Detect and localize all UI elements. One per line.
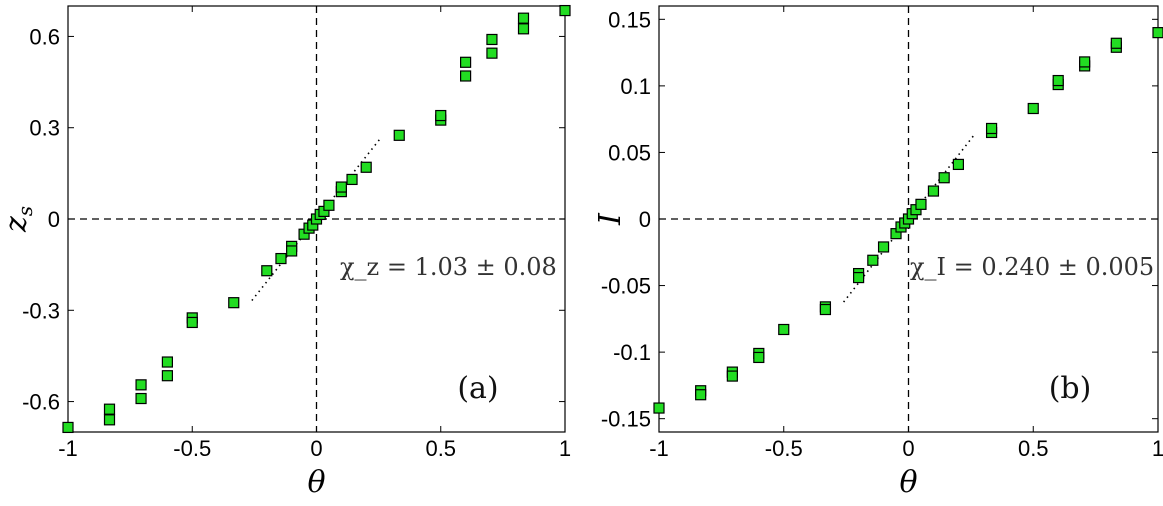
panel-a-data-point — [335, 181, 347, 193]
panel-b-label: (b) — [1049, 371, 1092, 406]
panel-b-chi-annotation: χ_I = 0.240 ± 0.005 — [910, 253, 1154, 281]
panel-b-data-point — [653, 402, 665, 414]
panel-a-data-point — [228, 297, 240, 309]
panel-b-data-point — [938, 172, 950, 184]
panel-a-data-point — [486, 47, 498, 59]
panel-a-data-point — [103, 414, 116, 426]
panel-b-data-point — [927, 185, 940, 197]
panel-b-data-point — [778, 323, 790, 336]
panel-a-xtick-label: 0.5 — [425, 436, 456, 461]
panel-a-ytick-label: 0.3 — [29, 116, 60, 141]
panel-b-data-point — [726, 370, 738, 382]
panel-b-data-point — [867, 254, 879, 266]
panel-a-chi-annotation: χ_z = 1.03 ± 0.08 — [340, 253, 557, 281]
panel-a-data-point — [261, 265, 273, 277]
panel-a-data-point — [517, 23, 530, 35]
panel-a-data-point — [517, 12, 530, 24]
panel-b-ytick-label: 0.05 — [608, 140, 651, 165]
panel-a-xtick-label: 1 — [559, 436, 571, 461]
panel-b-data-point — [985, 122, 998, 135]
panel-b-ytick-label: -0.1 — [613, 340, 651, 365]
panel-b-xtick-label: -1 — [649, 436, 669, 461]
panel-a-ytick-label: 0.6 — [29, 24, 60, 49]
panel-b-y-axis-label: I — [593, 212, 628, 226]
panel-b-data-point — [753, 351, 765, 364]
panel-b-x-axis-label: θ — [899, 465, 917, 500]
panel-b-data-point — [915, 198, 927, 210]
panel-a-xtick-label: -1 — [58, 436, 78, 461]
panel-b-ytick-label: 0.1 — [620, 74, 651, 99]
panel-a-data-point — [559, 4, 571, 17]
panel-b-ytick-label: 0.15 — [608, 7, 651, 32]
panel-a-data-point — [460, 56, 472, 68]
panel-a-data-point — [460, 70, 472, 82]
panel-a-data-point — [346, 173, 358, 186]
panel-b-data-point — [819, 303, 832, 316]
panel-a-x-axis-label: θ — [307, 465, 325, 500]
panel-a-data-point — [286, 245, 298, 257]
panel-b-ytick-label: 0 — [639, 207, 651, 232]
panel-a-data-point — [103, 403, 116, 415]
panel-a-ytick-label: -0.3 — [22, 298, 60, 323]
panel-a-ytick-label: -0.6 — [22, 390, 60, 415]
panel-a-xtick-label: 0 — [310, 436, 322, 461]
panel-a-y-axis-label: zs — [0, 206, 37, 233]
panel-a-label: (a) — [457, 371, 498, 406]
panel-b-xtick-label: 0 — [902, 436, 914, 461]
panel-a-data-point — [161, 356, 173, 368]
panel-a-data-point — [393, 129, 405, 141]
panel-a-data-point — [161, 370, 173, 382]
panel-b-xtick-label: 0.5 — [1018, 436, 1049, 461]
panel-a-data-point — [486, 33, 498, 46]
panel-a-data-point — [186, 316, 198, 329]
panel-a-data-point — [275, 252, 287, 265]
panel-a-data-point — [435, 109, 447, 122]
panel-b-data-point — [695, 389, 707, 401]
panel-b-data-point — [1027, 102, 1039, 115]
panel-a-data-point — [323, 199, 335, 211]
panel-b-xtick-label: 1 — [1152, 436, 1163, 461]
panel-b-ytick-label: -0.15 — [601, 407, 651, 432]
panel-b-data-point — [1052, 74, 1064, 87]
panel-b-data-point — [1110, 37, 1122, 49]
panel-b-data-point — [877, 241, 890, 253]
panel-b-data-point — [1152, 27, 1163, 39]
panel-a-ytick-label: 0 — [48, 207, 60, 232]
panel-b-xtick-label: -0.5 — [765, 436, 803, 461]
panel-b-ytick-label: -0.05 — [601, 274, 651, 299]
panel-b-data-point — [952, 158, 965, 171]
panel-a-data-point — [360, 161, 372, 173]
panel-a-data-point — [62, 421, 74, 434]
panel-a-data-point — [135, 392, 147, 405]
panel-a-xtick-label: -0.5 — [173, 436, 211, 461]
panel-b-data-point — [1079, 56, 1091, 68]
panel-b-data-point — [852, 271, 865, 284]
panel-a-data-point — [135, 379, 147, 391]
